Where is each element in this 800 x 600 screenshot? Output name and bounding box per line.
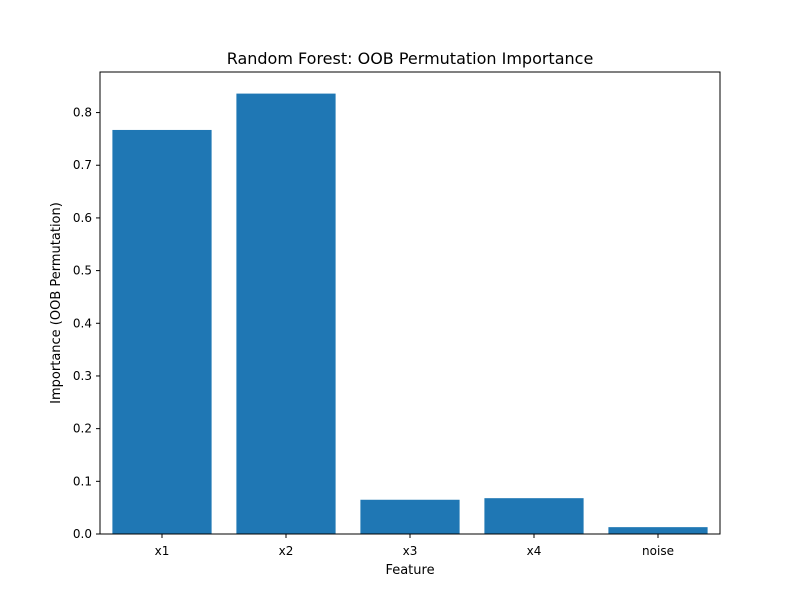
y-tick-label: 0.3 — [73, 369, 92, 383]
y-tick-label: 0.7 — [73, 158, 92, 172]
x-tick-label: noise — [642, 544, 674, 558]
bar-series — [112, 93, 708, 534]
bar-x3 — [360, 499, 460, 534]
x-tick-label: x3 — [403, 544, 418, 558]
x-tick-label: x2 — [279, 544, 294, 558]
bar-noise — [608, 527, 708, 534]
y-axis-ticks: 0.0 0.1 0.2 0.3 0.4 0.5 0.6 0.7 0.8 — [73, 106, 100, 541]
x-axis-ticks: x1 x2 x3 x4 noise — [155, 534, 674, 558]
x-axis-label: Feature — [385, 563, 434, 578]
x-tick-label: x4 — [527, 544, 542, 558]
bar-x4 — [484, 498, 584, 534]
y-tick-label: 0.4 — [73, 316, 92, 330]
y-tick-label: 0.8 — [73, 106, 92, 120]
x-tick-label: x1 — [155, 544, 170, 558]
chart-title: Random Forest: OOB Permutation Importanc… — [227, 49, 594, 68]
bar-x1 — [112, 129, 212, 534]
y-tick-label: 0.5 — [73, 264, 92, 278]
bar-x2 — [236, 93, 336, 534]
y-tick-label: 0.2 — [73, 422, 92, 436]
y-tick-label: 0.1 — [73, 474, 92, 488]
y-tick-label: 0.0 — [73, 527, 92, 541]
y-axis-label: Importance (OOB Permutation) — [49, 202, 64, 404]
plot-frame — [99, 71, 721, 535]
y-tick-label: 0.6 — [73, 211, 92, 225]
